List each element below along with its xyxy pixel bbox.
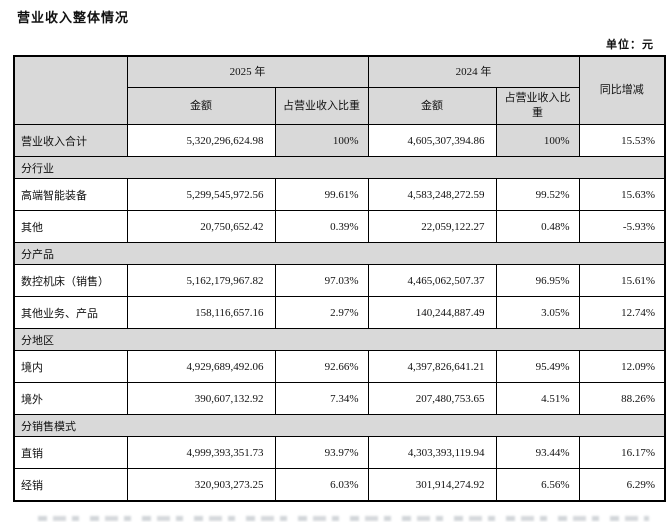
table-row: 境内 4,929,689,492.06 92.66% 4,397,826,641.21… (13, 350, 666, 383)
share-2025: 6.03% (274, 468, 369, 502)
header-share-2025: 占营业收入比重 (274, 87, 369, 125)
section-label: 分产品 (13, 242, 666, 265)
amount-2024: 4,583,248,272.59 (367, 178, 497, 211)
section-row: 分销售模式 (13, 414, 666, 437)
row-label: 直销 (13, 436, 128, 469)
share-2025: 100% (274, 124, 369, 157)
table-row: 其他业务、产品 158,116,657.16 2.97% 140,244,887.49… (13, 296, 666, 329)
amount-2025: 5,320,296,624.98 (126, 124, 276, 157)
table-row: 直销 4,999,393,351.73 93.97% 4,303,393,119.94… (13, 436, 666, 469)
table-row: 境外 390,607,132.92 7.34% 207,480,753.65 4.51%… (13, 382, 666, 415)
amount-2024: 4,465,062,507.37 (367, 264, 497, 297)
share-2025: 97.03% (274, 264, 369, 297)
table-row: 经销 320,903,273.25 6.03% 301,914,274.92 6.56%… (13, 468, 666, 502)
header-row-years: 2025 年 2024 年 同比增减 (13, 55, 666, 125)
yoy-change: 12.09% (578, 350, 666, 383)
section-row: 分行业 (13, 156, 666, 179)
share-2024: 6.56% (495, 468, 580, 502)
header-yoy-change: 同比增减 (578, 55, 666, 125)
section-label: 分销售模式 (13, 414, 666, 437)
section-row: 分产品 (13, 242, 666, 265)
section-row: 分地区 (13, 328, 666, 351)
revenue-table: 2025 年 2024 年 同比增减 金额 占营业收入比重 金额 占营业收入比重… (13, 55, 666, 502)
header-share-2024: 占营业收入比重 (495, 87, 580, 125)
amount-2025: 20,750,652.42 (126, 210, 276, 243)
share-2025: 93.97% (274, 436, 369, 469)
amount-2025: 4,929,689,492.06 (126, 350, 276, 383)
amount-2025: 5,299,545,972.56 (126, 178, 276, 211)
header-amount-2025: 金额 (126, 87, 276, 125)
share-2024: 3.05% (495, 296, 580, 329)
row-label: 境内 (13, 350, 128, 383)
table-row: 数控机床（销售） 5,162,179,967.82 97.03% 4,465,062,… (13, 264, 666, 297)
share-2025: 7.34% (274, 382, 369, 415)
amount-2024: 207,480,753.65 (367, 382, 497, 415)
row-label: 数控机床（销售） (13, 264, 128, 297)
unit-label: 单位：元 (606, 39, 654, 51)
share-2025: 0.39% (274, 210, 369, 243)
header-year-2024: 2024 年 (367, 55, 580, 88)
amount-2024: 301,914,274.92 (367, 468, 497, 502)
table-row: 营业收入合计 5,320,296,624.98 100% 4,605,307,394.… (13, 124, 666, 157)
row-label: 高端智能装备 (13, 178, 128, 211)
header-row-measures: 金额 占营业收入比重 金额 占营业收入比重 (14, 87, 665, 125)
yoy-change: -5.93% (578, 210, 666, 243)
amount-2024: 4,303,393,119.94 (367, 436, 497, 469)
row-label: 经销 (13, 468, 128, 502)
amount-2024: 22,059,122.27 (367, 210, 497, 243)
row-label: 境外 (13, 382, 128, 415)
share-2025: 99.61% (274, 178, 369, 211)
revenue-table-body: 营业收入合计 5,320,296,624.98 100% 4,605,307,394.… (13, 124, 666, 502)
header-category-blank (13, 55, 128, 125)
revenue-table-header: 2025 年 2024 年 同比增减 金额 占营业收入比重 金额 占营业收入比重 (13, 55, 666, 125)
table-row: 其他 20,750,652.42 0.39% 22,059,122.27 0.48% -5… (13, 210, 666, 243)
amount-2025: 158,116,657.16 (126, 296, 276, 329)
row-label: 其他业务、产品 (13, 296, 128, 329)
share-2024: 4.51% (495, 382, 580, 415)
header-year-2025: 2025 年 (126, 55, 369, 88)
share-2025: 92.66% (274, 350, 369, 383)
table-row: 高端智能装备 5,299,545,972.56 99.61% 4,583,248,27… (13, 178, 666, 211)
cropped-text-remnant (38, 516, 649, 521)
amount-2024: 4,605,307,394.86 (367, 124, 497, 157)
yoy-change: 88.26% (578, 382, 666, 415)
yoy-change: 15.63% (578, 178, 666, 211)
amount-2024: 4,397,826,641.21 (367, 350, 497, 383)
share-2024: 99.52% (495, 178, 580, 211)
share-2024: 93.44% (495, 436, 580, 469)
share-2024: 100% (495, 124, 580, 157)
amount-2025: 390,607,132.92 (126, 382, 276, 415)
amount-2025: 320,903,273.25 (126, 468, 276, 502)
share-2024: 96.95% (495, 264, 580, 297)
share-2025: 2.97% (274, 296, 369, 329)
page-title: 营业收入整体情况 (17, 10, 130, 25)
row-label: 其他 (13, 210, 128, 243)
section-label: 分行业 (13, 156, 666, 179)
amount-2025: 5,162,179,967.82 (126, 264, 276, 297)
row-label: 营业收入合计 (13, 124, 128, 157)
section-label: 分地区 (13, 328, 666, 351)
yoy-change: 15.53% (578, 124, 666, 157)
share-2024: 0.48% (495, 210, 580, 243)
amount-2024: 140,244,887.49 (367, 296, 497, 329)
yoy-change: 16.17% (578, 436, 666, 469)
yoy-change: 15.61% (578, 264, 666, 297)
yoy-change: 6.29% (578, 468, 666, 502)
yoy-change: 12.74% (578, 296, 666, 329)
amount-2025: 4,999,393,351.73 (126, 436, 276, 469)
share-2024: 95.49% (495, 350, 580, 383)
header-amount-2024: 金额 (367, 87, 497, 125)
